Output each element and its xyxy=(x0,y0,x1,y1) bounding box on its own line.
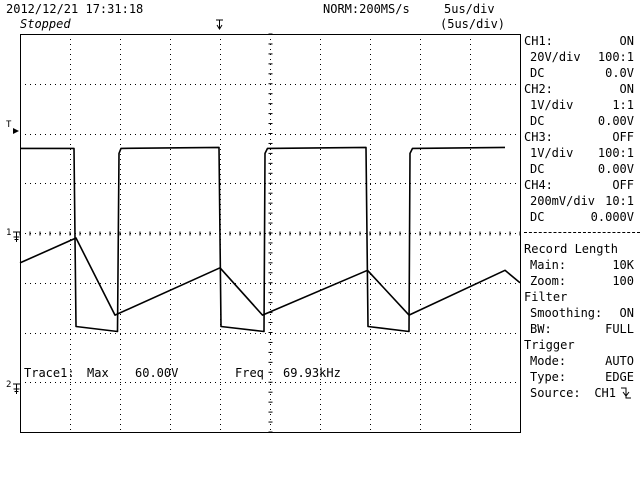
trigger-source-row[interactable]: Source: CH1 xyxy=(524,385,634,401)
ch3-status[interactable]: CH3: OFF xyxy=(524,129,634,145)
measurement-freq-value: 69.93kHz xyxy=(283,366,341,380)
timebase: 5us/div xyxy=(444,2,495,16)
ch1-scale: 20V/div xyxy=(530,50,581,64)
ch3-state: OFF xyxy=(612,130,634,144)
ch4-scale-row[interactable]: 200mV/div 10:1 xyxy=(524,193,634,209)
measurement-max-value: 60.00V xyxy=(135,366,179,380)
ch3-scale: 1V/div xyxy=(530,146,574,160)
filter-bw-label: BW: xyxy=(530,322,552,336)
ch1-coupling: DC xyxy=(530,66,545,80)
ch2-coupling: DC xyxy=(530,114,545,128)
trigger-type-row[interactable]: Type: EDGE xyxy=(524,369,634,385)
acquisition-status: Stopped xyxy=(20,17,71,31)
ground-icon xyxy=(13,231,20,242)
ch4-coupling-row[interactable]: DC 0.000V xyxy=(524,209,634,225)
record-main-value: 10K xyxy=(612,258,634,272)
trigger-level-label: T xyxy=(6,120,12,130)
filter-title: Filter xyxy=(524,290,568,304)
ch2-coupling-row[interactable]: DC 0.00V xyxy=(524,113,634,129)
ch2-status[interactable]: CH2: ON xyxy=(524,81,634,97)
filter-bw-value: FULL xyxy=(605,322,634,336)
ch2-state: ON xyxy=(619,82,634,96)
ch4-name: CH4: xyxy=(524,178,553,192)
filter-smoothing-value: ON xyxy=(619,306,634,320)
graticule xyxy=(19,33,521,433)
trigger-type-label: Type: xyxy=(530,370,567,384)
panel-divider xyxy=(524,232,640,233)
ch3-coupling: DC xyxy=(530,162,545,176)
trigger-mode-label: Mode: xyxy=(530,354,567,368)
ch4-status[interactable]: CH4: OFF xyxy=(524,177,634,193)
trigger-source-label: Source: xyxy=(530,386,581,400)
ch2-offset: 0.00V xyxy=(597,114,634,128)
ch2-probe: 1:1 xyxy=(612,98,634,112)
ch3-name: CH3: xyxy=(524,130,553,144)
ch3-scale-row[interactable]: 1V/div 100:1 xyxy=(524,145,634,161)
record-zoom-label: Zoom: xyxy=(530,274,567,288)
trigger-level-marker: T xyxy=(6,120,19,134)
ch1-coupling-row[interactable]: DC 0.0V xyxy=(524,65,634,81)
ch1-name: CH1: xyxy=(524,34,553,48)
trigger-mode-value: AUTO xyxy=(605,354,634,368)
record-length-title: Record Length xyxy=(524,242,618,256)
sample-mode: NORM:200MS/s xyxy=(323,2,410,16)
measurement-max-label: Max xyxy=(87,366,109,380)
ch3-probe: 100:1 xyxy=(597,146,634,160)
ch1-ground-label: 1 xyxy=(6,228,11,238)
ch4-state: OFF xyxy=(612,178,634,192)
filter-smoothing-row[interactable]: Smoothing: ON xyxy=(524,305,634,321)
filter-bw-row[interactable]: BW: FULL xyxy=(524,321,634,337)
trigger-source-value: CH1 xyxy=(594,386,616,400)
datetime: 2012/12/21 17:31:18 xyxy=(6,2,144,16)
ch2-name: CH2: xyxy=(524,82,553,96)
falling-edge-icon xyxy=(621,387,631,399)
ch1-offset: 0.0V xyxy=(605,66,634,80)
record-main-row[interactable]: Main: 10K xyxy=(524,257,634,273)
trigger-position-icon xyxy=(216,19,223,30)
ch4-offset: 0.000V xyxy=(590,210,634,224)
center-axis-ticks xyxy=(19,33,521,433)
ch3-offset: 0.00V xyxy=(597,162,634,176)
ch2-ground-marker: 2 xyxy=(6,380,20,394)
ch2-trace xyxy=(19,237,521,316)
trigger-title: Trigger xyxy=(524,338,575,352)
ch1-probe: 100:1 xyxy=(597,50,634,64)
ch2-ground-label: 2 xyxy=(6,380,11,390)
measurement-trace-label: Trace1: xyxy=(24,366,75,380)
settings-panel: CH1: ON 20V/div 100:1 DC 0.0V CH2: ON 1V/div… xyxy=(524,0,640,480)
record-zoom-value: 100 xyxy=(612,274,634,288)
ch1-trace xyxy=(20,146,506,333)
filter-smoothing-label: Smoothing: xyxy=(530,306,603,320)
ch3-coupling-row[interactable]: DC 0.00V xyxy=(524,161,634,177)
traces xyxy=(19,146,521,333)
trigger-position-marker xyxy=(216,19,223,30)
record-zoom-row[interactable]: Zoom: 100 xyxy=(524,273,634,289)
scope-display[interactable]: T 1 2 xyxy=(0,0,524,480)
record-main-label: Main: xyxy=(530,258,567,272)
ch2-scale-row[interactable]: 1V/div 1:1 xyxy=(524,97,634,113)
ch4-coupling: DC xyxy=(530,210,545,224)
trigger-type-value: EDGE xyxy=(605,370,634,384)
zoom-timebase: (5us/div) xyxy=(440,17,506,31)
ch4-probe: 10:1 xyxy=(605,194,634,208)
ch1-state: ON xyxy=(619,34,634,48)
ch4-scale: 200mV/div xyxy=(530,194,596,208)
ch2-scale: 1V/div xyxy=(530,98,574,112)
ch1-ground-marker: 1 xyxy=(6,228,20,242)
ground-icon xyxy=(13,383,20,394)
ch1-status[interactable]: CH1: ON xyxy=(524,33,634,49)
measurement-freq-label: Freq xyxy=(235,366,264,380)
trigger-level-arrow-icon xyxy=(13,128,19,134)
trigger-mode-row[interactable]: Mode: AUTO xyxy=(524,353,634,369)
ch1-scale-row[interactable]: 20V/div 100:1 xyxy=(524,49,634,65)
